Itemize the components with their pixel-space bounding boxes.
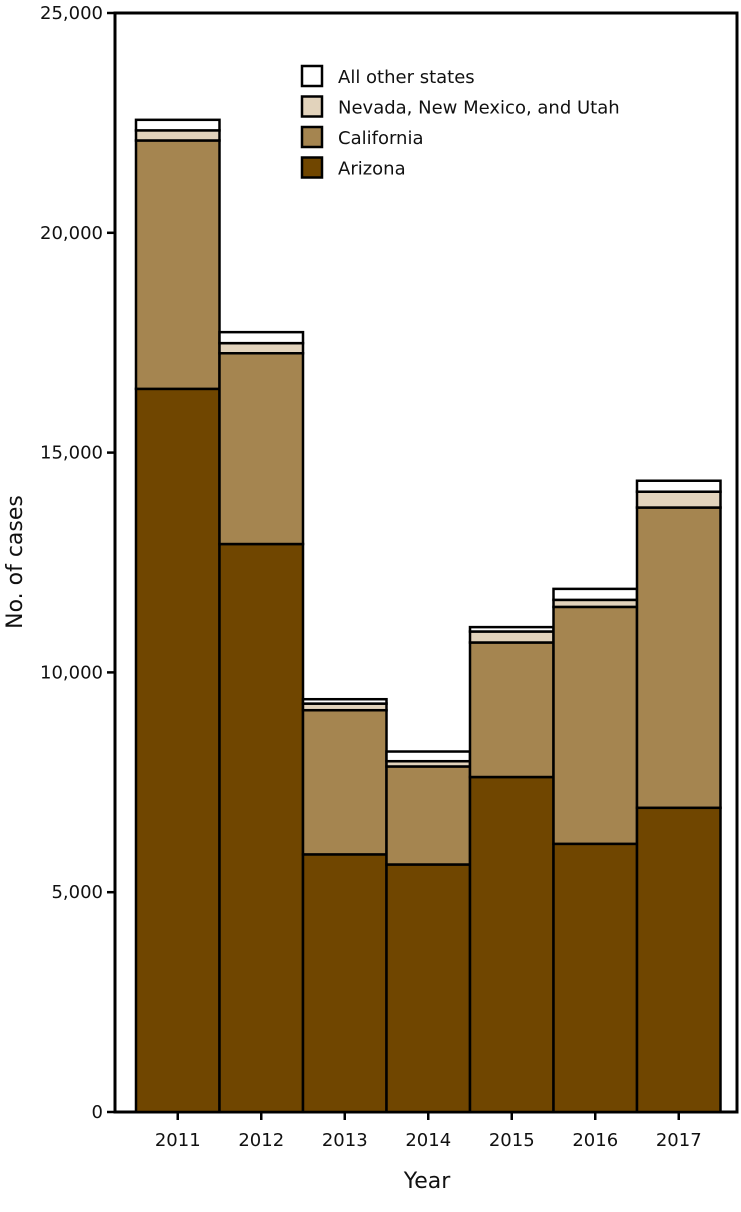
bar-2011-california xyxy=(134,139,221,391)
legend-label: Arizona xyxy=(338,159,406,180)
legend-swatch xyxy=(300,156,324,179)
legend-swatch xyxy=(300,95,324,118)
y-tick-label: 10,000 xyxy=(40,662,103,683)
bar-2012-all-other-states xyxy=(218,330,305,345)
x-tick-label: 2016 xyxy=(572,1130,618,1151)
x-tick-label: 2011 xyxy=(155,1130,201,1151)
bar-2014-california xyxy=(385,765,472,866)
bar-2015-california xyxy=(468,641,555,779)
bar-2015-all-other-states xyxy=(468,625,555,633)
bars-group xyxy=(134,118,722,1114)
bar-2014-all-other-states xyxy=(385,750,472,763)
x-tick-label: 2014 xyxy=(405,1130,451,1151)
bar-2012-nevada-new-mexico-and-utah xyxy=(218,341,305,355)
bar-2012-arizona xyxy=(218,542,305,1114)
bar-2017-arizona xyxy=(635,806,722,1114)
y-tick-label: 20,000 xyxy=(40,223,103,244)
legend-label: California xyxy=(338,128,423,149)
x-tick-label: 2012 xyxy=(238,1130,284,1151)
legend-label: All other states xyxy=(338,67,475,88)
y-tick-label: 5,000 xyxy=(51,882,103,903)
bar-2015-nevada-new-mexico-and-utah xyxy=(468,630,555,644)
x-tick-label: 2013 xyxy=(322,1130,368,1151)
bar-2013-california xyxy=(301,708,388,856)
bar-2011-arizona xyxy=(134,387,221,1114)
x-tick-label: 2015 xyxy=(489,1130,535,1151)
bar-2016-arizona xyxy=(552,842,639,1114)
legend-swatch xyxy=(300,125,324,149)
x-axis-title: Year xyxy=(403,1169,452,1194)
bar-2016-all-other-states xyxy=(552,587,639,602)
bar-2012-california xyxy=(218,352,305,546)
bar-2013-arizona xyxy=(301,853,388,1114)
y-tick-label: 15,000 xyxy=(40,443,103,464)
bar-2017-california xyxy=(635,506,722,810)
y-axis-title: No. of cases xyxy=(3,495,28,629)
bar-2017-all-other-states xyxy=(635,479,722,493)
bar-2011-all-other-states xyxy=(134,118,221,132)
bar-2014-arizona xyxy=(385,863,472,1114)
bar-2017-nevada-new-mexico-and-utah xyxy=(635,490,722,509)
x-axis: 2011 2012 2013 2014 2015 2016 2017 xyxy=(155,1112,702,1151)
y-tick-label: 0 xyxy=(92,1102,103,1123)
legend-swatch xyxy=(300,64,324,88)
legend: All other states Nevada, New Mexico, and … xyxy=(300,64,620,180)
x-tick-label: 2017 xyxy=(656,1130,702,1151)
y-tick-label: 25,000 xyxy=(40,3,103,24)
bar-2011-nevada-new-mexico-and-utah xyxy=(134,129,221,142)
bar-2016-california xyxy=(552,605,639,846)
bar-2015-arizona xyxy=(468,775,555,1114)
legend-label: Nevada, New Mexico, and Utah xyxy=(338,98,620,119)
bar-2013-all-other-states xyxy=(301,697,388,705)
y-axis: 0 5,000 10,000 15,000 20,000 25,000 xyxy=(40,3,115,1123)
